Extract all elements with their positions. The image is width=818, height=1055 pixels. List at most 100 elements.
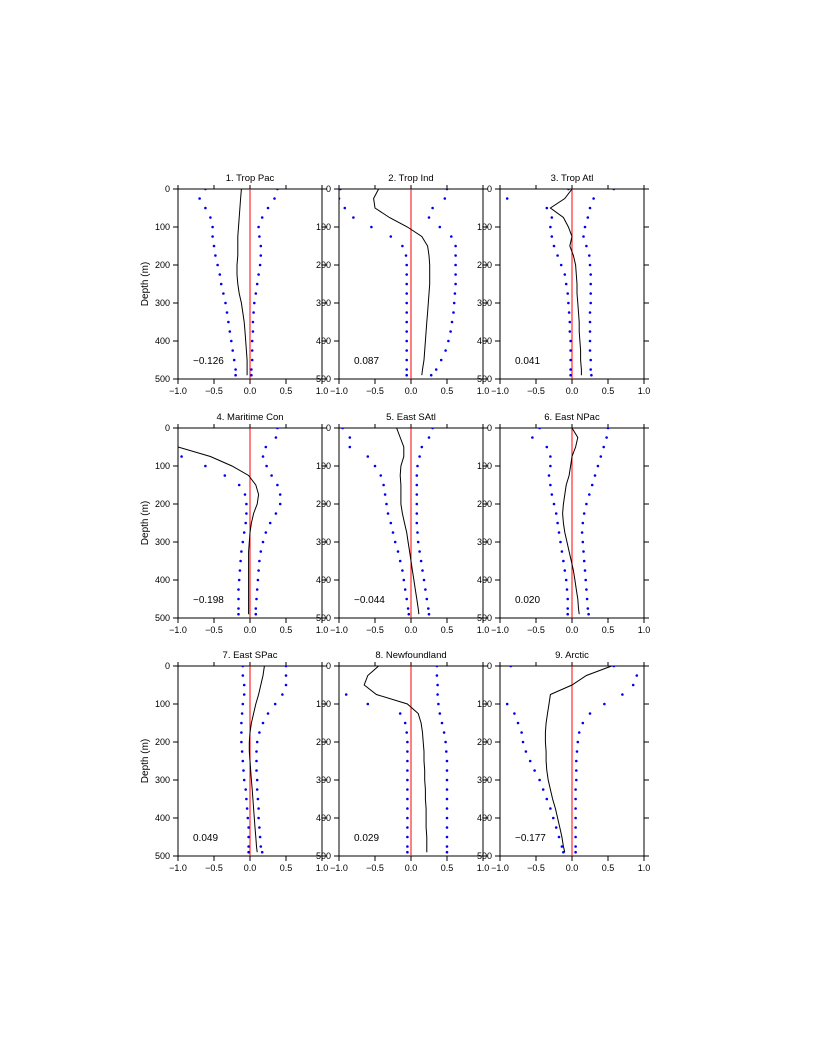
upper-bound-point [415,512,419,515]
lower-bound-point [401,569,404,572]
lower-bound-point [242,769,245,772]
upper-bound-point [257,225,260,229]
upper-bound-point [255,740,259,744]
lower-bound-point [245,807,249,810]
lower-bound-point [554,512,558,515]
upper-bound-point [435,666,439,668]
x-tick-label: −1.0 [330,625,348,635]
lower-bound-point [569,358,572,362]
upper-bound-point [260,850,264,854]
upper-bound-point [449,330,452,333]
y-tick-label: 0 [165,661,170,671]
correlation-value: 0.041 [515,356,540,367]
upper-bound-point [253,301,256,305]
lower-bound-point [234,373,237,377]
lower-bound-point [563,273,567,276]
upper-bound-point [588,493,591,496]
lower-bound-point [406,788,409,791]
upper-bound-point [258,559,261,563]
panel-3: 3. Trop Atl −1.0 −0.5 0.0 0.5 1.0 0 100 200 300 40… [477,173,650,396]
upper-bound-point [273,702,277,706]
y-tick-label: 100 [155,461,170,471]
lower-bound-point [568,330,572,333]
correlation-value: 0.020 [515,595,540,606]
lower-bound-point [209,216,212,219]
lower-bound-point [204,206,207,210]
upper-bound-point [586,216,590,219]
lower-bound-point [564,578,568,582]
lower-bound-point [569,373,572,377]
upper-bound-point [589,368,592,371]
lower-bound-point [547,474,551,477]
x-tick-label: 0.5 [280,863,293,873]
lower-bound-point [533,769,536,772]
lower-bound-point [531,436,534,439]
lower-bound-point [344,693,348,696]
upper-bound-point [437,702,440,706]
lower-bound-point [402,578,406,582]
lower-bound-point [545,797,549,801]
x-tick-label: 1.0 [477,625,490,635]
lower-bound-point [405,339,409,343]
upper-bound-point [574,788,577,791]
upper-bound-point [425,597,429,601]
lower-bound-point [405,282,409,286]
upper-bound-point [257,807,260,810]
correlation-line [373,189,431,376]
lower-bound-point [403,588,407,591]
lower-bound-point [198,197,201,200]
lower-bound-point [398,559,402,563]
lower-bound-point [559,263,563,267]
lower-bound-point [528,759,532,763]
upper-bound-point [257,273,260,276]
x-tick-label: 0.0 [566,863,579,873]
upper-bound-point [419,559,423,563]
x-tick-label: −1.0 [491,386,509,396]
panel-title: 4. Maritime Con [216,412,283,423]
y-tick-label: 100 [477,222,492,232]
upper-bound-point [454,244,457,248]
y-tick-label: 500 [316,851,331,861]
lower-bound-point [557,835,561,839]
upper-bound-point [264,445,268,449]
upper-bound-point [445,845,449,848]
upper-bound-point [445,835,449,839]
lower-bound-point [348,436,352,439]
lower-bound-point [223,474,227,477]
y-tick-label: 100 [316,699,331,709]
lower-bound-point [520,731,523,734]
upper-bound-point [416,464,419,468]
y-tick-label: 100 [477,699,492,709]
correlation-value: 0.087 [354,356,379,367]
upper-bound-point [255,778,259,782]
upper-bound-point [588,330,592,333]
upper-bound-point [255,588,259,591]
upper-bound-point [416,531,419,534]
lower-bound-point [538,778,541,782]
upper-bound-point [259,254,263,257]
upper-bound-point [443,197,447,200]
upper-bound-point [250,358,254,362]
upper-bound-point [593,474,597,477]
y-tick-label: 300 [155,298,170,308]
upper-bound-point [590,373,593,377]
y-tick-label: 0 [487,184,492,194]
x-tick-label: 0.0 [405,863,418,873]
lower-bound-point [569,368,572,371]
upper-bound-point [574,845,577,848]
upper-bound-point [429,373,433,377]
y-tick-label: 200 [477,260,492,270]
panel-title: 2. Trop Ind [388,173,433,184]
y-tick-label: 400 [477,575,492,585]
lower-bound-point [406,740,409,744]
x-tick-label: −1.0 [491,863,509,873]
correlation-line [562,428,580,615]
lower-bound-point [406,835,409,839]
x-tick-label: −1.0 [330,386,348,396]
lower-bound-point [405,320,409,324]
upper-bound-point [257,569,260,572]
panel-6: 6. East NPac −1.0 −0.5 0.0 0.5 1.0 0 100 200 300 4… [477,412,650,635]
x-tick-label: 0.5 [280,386,293,396]
upper-bound-point [255,759,258,763]
x-tick-label: −0.5 [366,386,384,396]
